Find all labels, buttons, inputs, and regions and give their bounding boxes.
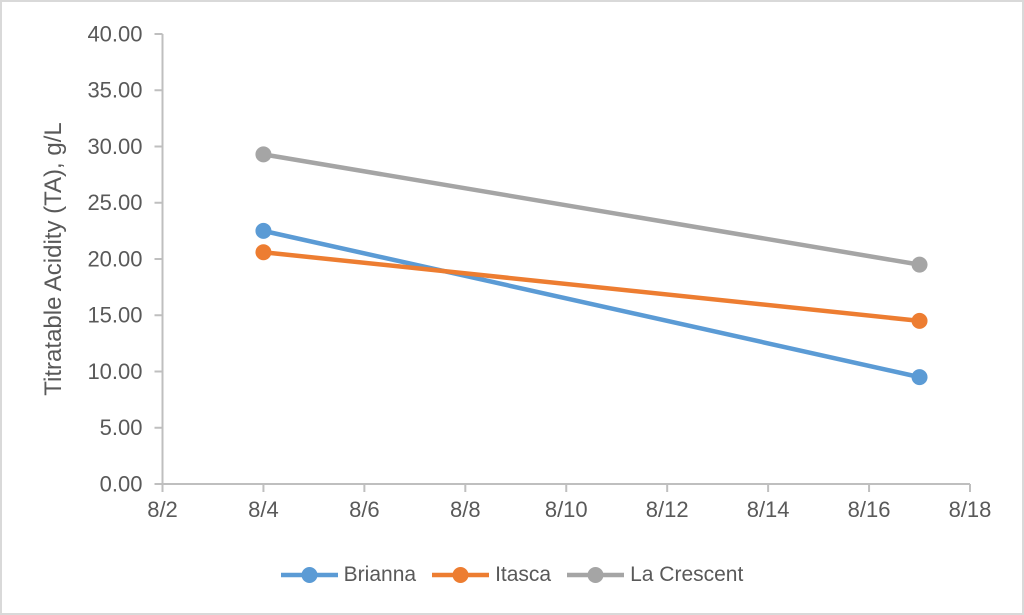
x-tick-label: 8/16 bbox=[848, 497, 891, 522]
chart-legend: Brianna Itasca La Crescent bbox=[2, 560, 1022, 590]
legend-label: Itasca bbox=[495, 563, 552, 586]
legend-item-la-crescent: La Crescent bbox=[567, 563, 743, 587]
series-line-brianna bbox=[261, 228, 922, 380]
data-point-itasca bbox=[255, 244, 272, 261]
data-point-la-crescent bbox=[911, 256, 928, 273]
legend-label: La Crescent bbox=[630, 563, 744, 586]
legend-label: Brianna bbox=[343, 563, 417, 586]
x-tick-label: 8/10 bbox=[545, 497, 588, 522]
y-tick-label: 5.00 bbox=[100, 415, 143, 440]
x-tick-label: 8/4 bbox=[248, 497, 279, 522]
x-tick-label: 8/12 bbox=[646, 497, 689, 522]
y-tick-label: 10.00 bbox=[87, 359, 142, 384]
x-tick-label: 8/18 bbox=[949, 497, 992, 522]
y-axis-title: Titratable Acidity (TA), g/L bbox=[40, 122, 67, 396]
legend-dot bbox=[587, 567, 604, 583]
y-tick-label: 30.00 bbox=[87, 134, 142, 159]
series-line-itasca bbox=[261, 250, 922, 324]
y-tick-label: 20.00 bbox=[87, 246, 142, 271]
y-tick-label: 0.00 bbox=[100, 471, 143, 496]
data-point-brianna bbox=[911, 369, 928, 386]
y-tick-label: 25.00 bbox=[87, 190, 142, 215]
data-point-la-crescent bbox=[255, 146, 272, 163]
legend-item-brianna: Brianna bbox=[280, 563, 417, 587]
x-tick-label: 8/2 bbox=[147, 497, 178, 522]
y-tick-label: 15.00 bbox=[87, 303, 142, 328]
legend-marker-icon bbox=[432, 567, 490, 583]
x-tick-label: 8/8 bbox=[450, 497, 481, 522]
x-tick-label: 8/14 bbox=[747, 497, 790, 522]
series-line-la-crescent bbox=[261, 152, 922, 267]
data-point-brianna bbox=[255, 222, 272, 239]
legend-dot bbox=[452, 567, 469, 583]
y-tick-label: 40.00 bbox=[87, 21, 142, 46]
y-tick-label: 35.00 bbox=[87, 78, 142, 103]
legend-item-itasca: Itasca bbox=[432, 563, 551, 587]
legend-marker-icon bbox=[280, 567, 338, 583]
legend-marker-icon bbox=[567, 567, 625, 583]
data-point-itasca bbox=[911, 312, 928, 329]
legend-dot bbox=[301, 567, 318, 583]
x-tick-label: 8/6 bbox=[349, 497, 380, 522]
